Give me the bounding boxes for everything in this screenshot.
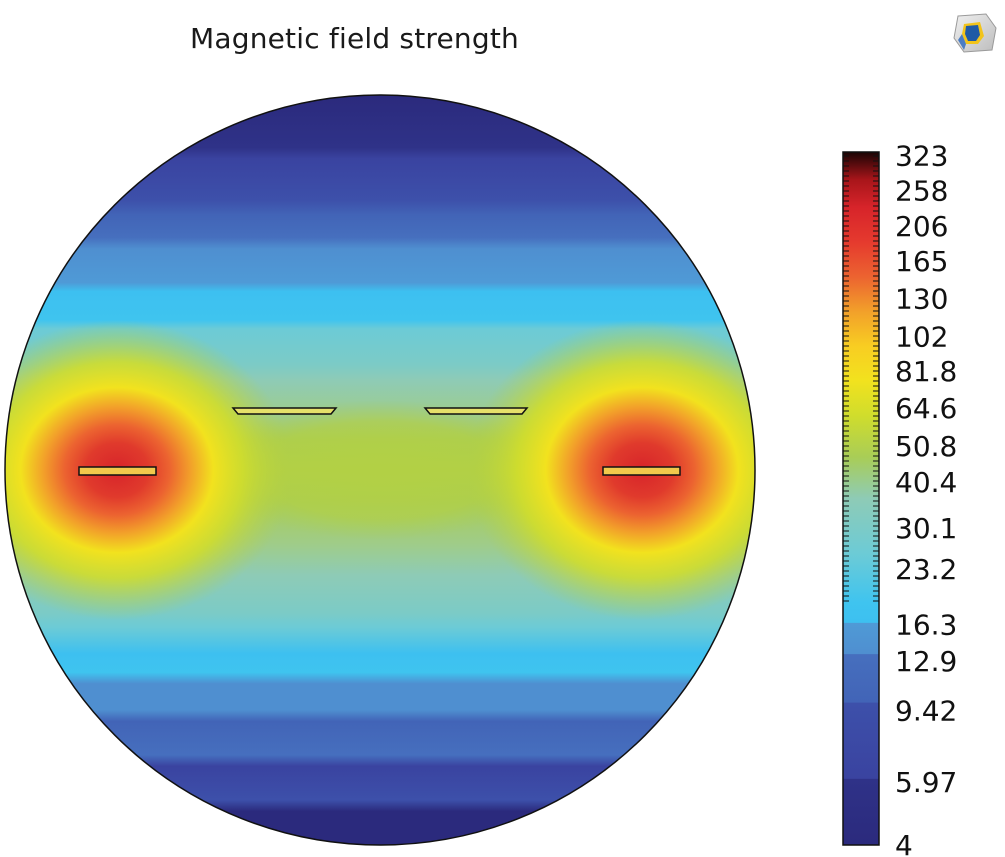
colorbar-tick-label: 12.9 bbox=[895, 645, 957, 678]
colorbar-tick-label: 102 bbox=[895, 320, 948, 353]
colorbar-tick-label: 30.1 bbox=[895, 512, 957, 545]
colorbar-tick-label: 23.2 bbox=[895, 553, 957, 586]
colorbar-tick-label: 130 bbox=[895, 282, 948, 315]
conductor-inner-right bbox=[423, 407, 529, 415]
domain-boundary bbox=[4, 94, 756, 846]
colorbar-tick-label: 5.97 bbox=[895, 766, 957, 799]
app-logo-icon bbox=[953, 13, 997, 53]
colorbar-tick-label: 50.8 bbox=[895, 430, 957, 463]
colorbar-tick-label: 40.4 bbox=[895, 466, 957, 499]
colorbar-tick-label: 4 bbox=[895, 829, 913, 857]
colorbar-tick-label: 206 bbox=[895, 210, 948, 243]
conductor-outer-right bbox=[602, 466, 681, 476]
colorbar-fill bbox=[843, 152, 879, 845]
plot-title: Magnetic field strength bbox=[190, 22, 519, 55]
colorbar-frame bbox=[842, 151, 880, 846]
colorbar-tick-label: 16.3 bbox=[895, 608, 957, 641]
colorbar-tick-label: 9.42 bbox=[895, 694, 957, 727]
colorbar-tick-label: 64.6 bbox=[895, 392, 957, 425]
conductor-outer-left bbox=[78, 466, 157, 476]
colorbar-tick-label: 323 bbox=[895, 139, 948, 172]
colorbar-tick-label: 165 bbox=[895, 245, 948, 278]
colorbar-tick-label: 81.8 bbox=[895, 355, 957, 388]
colorbar-minor-ticks bbox=[843, 155, 879, 602]
colorbar-tick-label: 258 bbox=[895, 175, 948, 208]
field-center-region bbox=[210, 400, 550, 540]
conductor-inner-left bbox=[231, 407, 338, 415]
